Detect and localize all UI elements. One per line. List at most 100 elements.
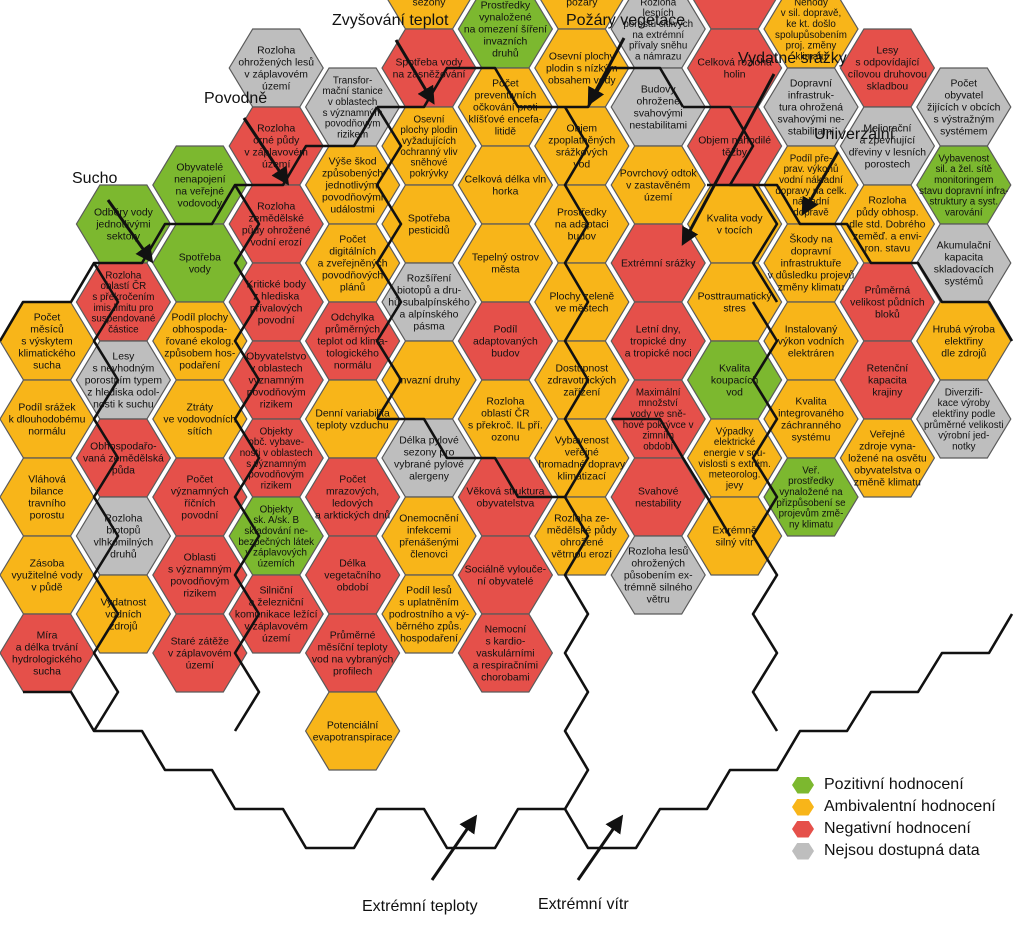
hex-label: Obyvatelstvo v oblastech významným povodňov… bbox=[246, 352, 306, 411]
indicator-hex: Podíl plochy obhospoda-řované ekolog. způs… bbox=[152, 301, 248, 381]
hex-label-line: měsíců bbox=[30, 324, 64, 336]
indicator-hex: Vydatnost vodních zdrojů bbox=[75, 574, 172, 654]
section-outline bbox=[0, 106, 379, 342]
hex-label-line: zařízení bbox=[563, 388, 600, 399]
hex-label-line: událostmi bbox=[330, 205, 374, 216]
hex-label-line: Svahové bbox=[638, 487, 679, 498]
indicator-hex: Maximální množství vody ve sně-hové pokrýv… bbox=[610, 379, 706, 459]
hex-label-line: Onemocnění bbox=[399, 514, 459, 525]
hex-label-line: struktury a syst. bbox=[930, 197, 999, 208]
hex-label-line: zdravotnických bbox=[547, 376, 616, 387]
hex-label-line: svahovými ne- bbox=[778, 115, 845, 126]
hex-label-line: druhů bbox=[492, 48, 519, 60]
hex-label-line: Vydatnost bbox=[100, 598, 146, 609]
hex-label: Počet obyvatel žijících v obcích s výstražn… bbox=[927, 79, 1001, 138]
arrow-extremni-vitr bbox=[576, 814, 624, 881]
hex-label-line: a zpevňující bbox=[860, 136, 916, 147]
hex-label-line: dopravy na celk. bbox=[775, 186, 846, 197]
hex-label-line: koupacích bbox=[711, 376, 759, 387]
hex-label-line: Počet bbox=[951, 79, 978, 90]
indicator-hex: Kritické body z hlediska přívalových povodn… bbox=[228, 262, 324, 342]
hex-label-line: Rozloha bbox=[868, 196, 906, 207]
hex-label: Charakteristikatopnésezóny bbox=[394, 0, 464, 9]
hex-label: Rozloha lesů ohrožených působením ex-trémn… bbox=[624, 546, 693, 606]
hex-label-line: ledových bbox=[332, 499, 373, 510]
hex-label-line: Podíl lesů bbox=[406, 585, 452, 597]
hex-label-line: zpoplatněných bbox=[548, 136, 615, 147]
hex-label-line: jednotlivými bbox=[324, 181, 379, 192]
indicator-hex: Vybavenost sil. a žel. sítě monitoringem st… bbox=[916, 145, 1012, 225]
hex-label-line: tura ohrožená bbox=[779, 103, 843, 114]
hex-label-line: srážkových bbox=[556, 148, 608, 159]
hex-label-line: na omezení šíření bbox=[464, 25, 547, 36]
hex-label: Kritické body z hlediska přívalových povodn… bbox=[246, 280, 306, 327]
hex-label-line: Počet bbox=[187, 475, 214, 486]
hex-label-line: prostředky bbox=[788, 476, 834, 487]
hex-label-line: hů subalpínského bbox=[388, 297, 470, 309]
hex-label-line: s výskytem bbox=[21, 337, 72, 348]
hex-label-line: a tropické noci bbox=[625, 349, 692, 360]
hex-label-line: a námrazu bbox=[635, 51, 681, 62]
hex-label-line: invazních bbox=[483, 37, 527, 48]
hex-label-line: Extrémně bbox=[712, 526, 757, 537]
hex-label-line: plodin s nízkým bbox=[546, 64, 618, 75]
hex-label-line: na adaptaci bbox=[555, 220, 609, 231]
hex-label: Potenciální evapotranspirace bbox=[313, 721, 393, 744]
hex-label-line: Nemocní bbox=[485, 625, 527, 636]
indicator-hex: Kvalita integrovaného záchranného systému bbox=[763, 379, 859, 459]
hex-label-line: území bbox=[644, 193, 672, 204]
hex-label-line: k dlouhodobému bbox=[9, 415, 86, 426]
section-outline bbox=[751, 301, 779, 732]
hex-label-line: litidě bbox=[495, 127, 517, 138]
hex-label-line: a arktických dnů bbox=[315, 510, 390, 522]
hex-label: Vybavenost veřejné hromadné dopravy klimati… bbox=[538, 436, 625, 483]
hex-label-line: Tepelný ostrov bbox=[472, 253, 540, 264]
indicator-hex: Dopravní infrastruk-tura ohrožená svahovým… bbox=[763, 67, 859, 147]
hex-label-line: s překroč. IL pří. bbox=[468, 421, 543, 432]
hex-label-line: teploty vzduchu bbox=[316, 421, 388, 432]
hex-label-line: mědělské půdy bbox=[547, 525, 618, 537]
indicator-hex: Rozloha lesních porostů citlivých na extrém… bbox=[610, 0, 706, 69]
hex-label-line: zdroje vyna- bbox=[859, 442, 916, 453]
hex-label: Ztráty ve vodovodních sítích bbox=[163, 403, 236, 438]
hex-label: Hrubá výroba elektřiny dle zdrojů bbox=[933, 325, 996, 360]
hex-label-line: půdy obhosp. bbox=[856, 207, 918, 219]
hex-label: Objem nahodilé těžby bbox=[698, 136, 771, 159]
hex-label: Rozšíření biotopů a dru-hů subalpínského a… bbox=[388, 274, 470, 333]
hex-label-line: půda bbox=[112, 465, 135, 477]
hex-label-line: Spotřeba bbox=[179, 253, 221, 264]
hex-label-line: ve vodovodních bbox=[163, 415, 236, 426]
hex-label-line: řované ekolog. bbox=[166, 337, 234, 348]
legend-label: Negativní hodnocení bbox=[824, 820, 971, 837]
section-outline bbox=[683, 105, 1014, 342]
indicator-hex: Povrchový odtok v zastavěném území bbox=[610, 145, 706, 225]
hex-label-line: adaptovaných bbox=[473, 337, 538, 348]
hex-label-line: Obyvatelé bbox=[176, 163, 223, 174]
hex-label-line: Podíl srážek bbox=[18, 403, 76, 414]
hex-label-line: významných bbox=[171, 487, 229, 498]
hex-label: Invazní druhy bbox=[398, 376, 461, 387]
hex-label-line: kace výroby bbox=[938, 398, 990, 409]
hex-label-line: Osevní bbox=[413, 114, 444, 125]
hex-label-line: infrastruktuře bbox=[781, 259, 842, 270]
hex-label-line: obyvatelstva bbox=[477, 499, 535, 510]
hex-label-line: Osevní plochy bbox=[549, 52, 616, 63]
category-label-extremni-teploty: Extrémní teploty bbox=[362, 898, 478, 915]
hex-label: Retenční kapacita krajiny bbox=[867, 364, 909, 399]
hex-label-line: systémem bbox=[940, 127, 987, 138]
hex-label-line: území bbox=[186, 661, 214, 672]
hex-label: Podíl plochy obhospoda-řované ekolog. způs… bbox=[164, 313, 235, 372]
hex-label-line: Ztráty bbox=[187, 403, 214, 414]
hex-label-line: Staré zátěže bbox=[171, 637, 230, 648]
hex-label-line: normálu bbox=[28, 427, 66, 438]
hex-label-line: vynaložené bbox=[479, 13, 532, 24]
indicator-hex: Dostupnost zdravotnických zařízení bbox=[534, 340, 630, 420]
hex-label-line: na zasněžování bbox=[393, 70, 466, 81]
hex-label: Počet významných říčních povodní bbox=[171, 475, 229, 522]
hex-label-line: sk. A/sk. B bbox=[253, 515, 299, 526]
hex-label-line: dle zdrojů bbox=[941, 348, 986, 360]
hex-label: Letní dny, tropické dny a tropické noci bbox=[625, 325, 692, 360]
hex-label-line: vodních bbox=[105, 610, 142, 621]
hex-label-line: s významným bbox=[246, 459, 306, 470]
hex-label: Rozloha oblastí ČR s překročením imis.limit… bbox=[92, 270, 156, 335]
